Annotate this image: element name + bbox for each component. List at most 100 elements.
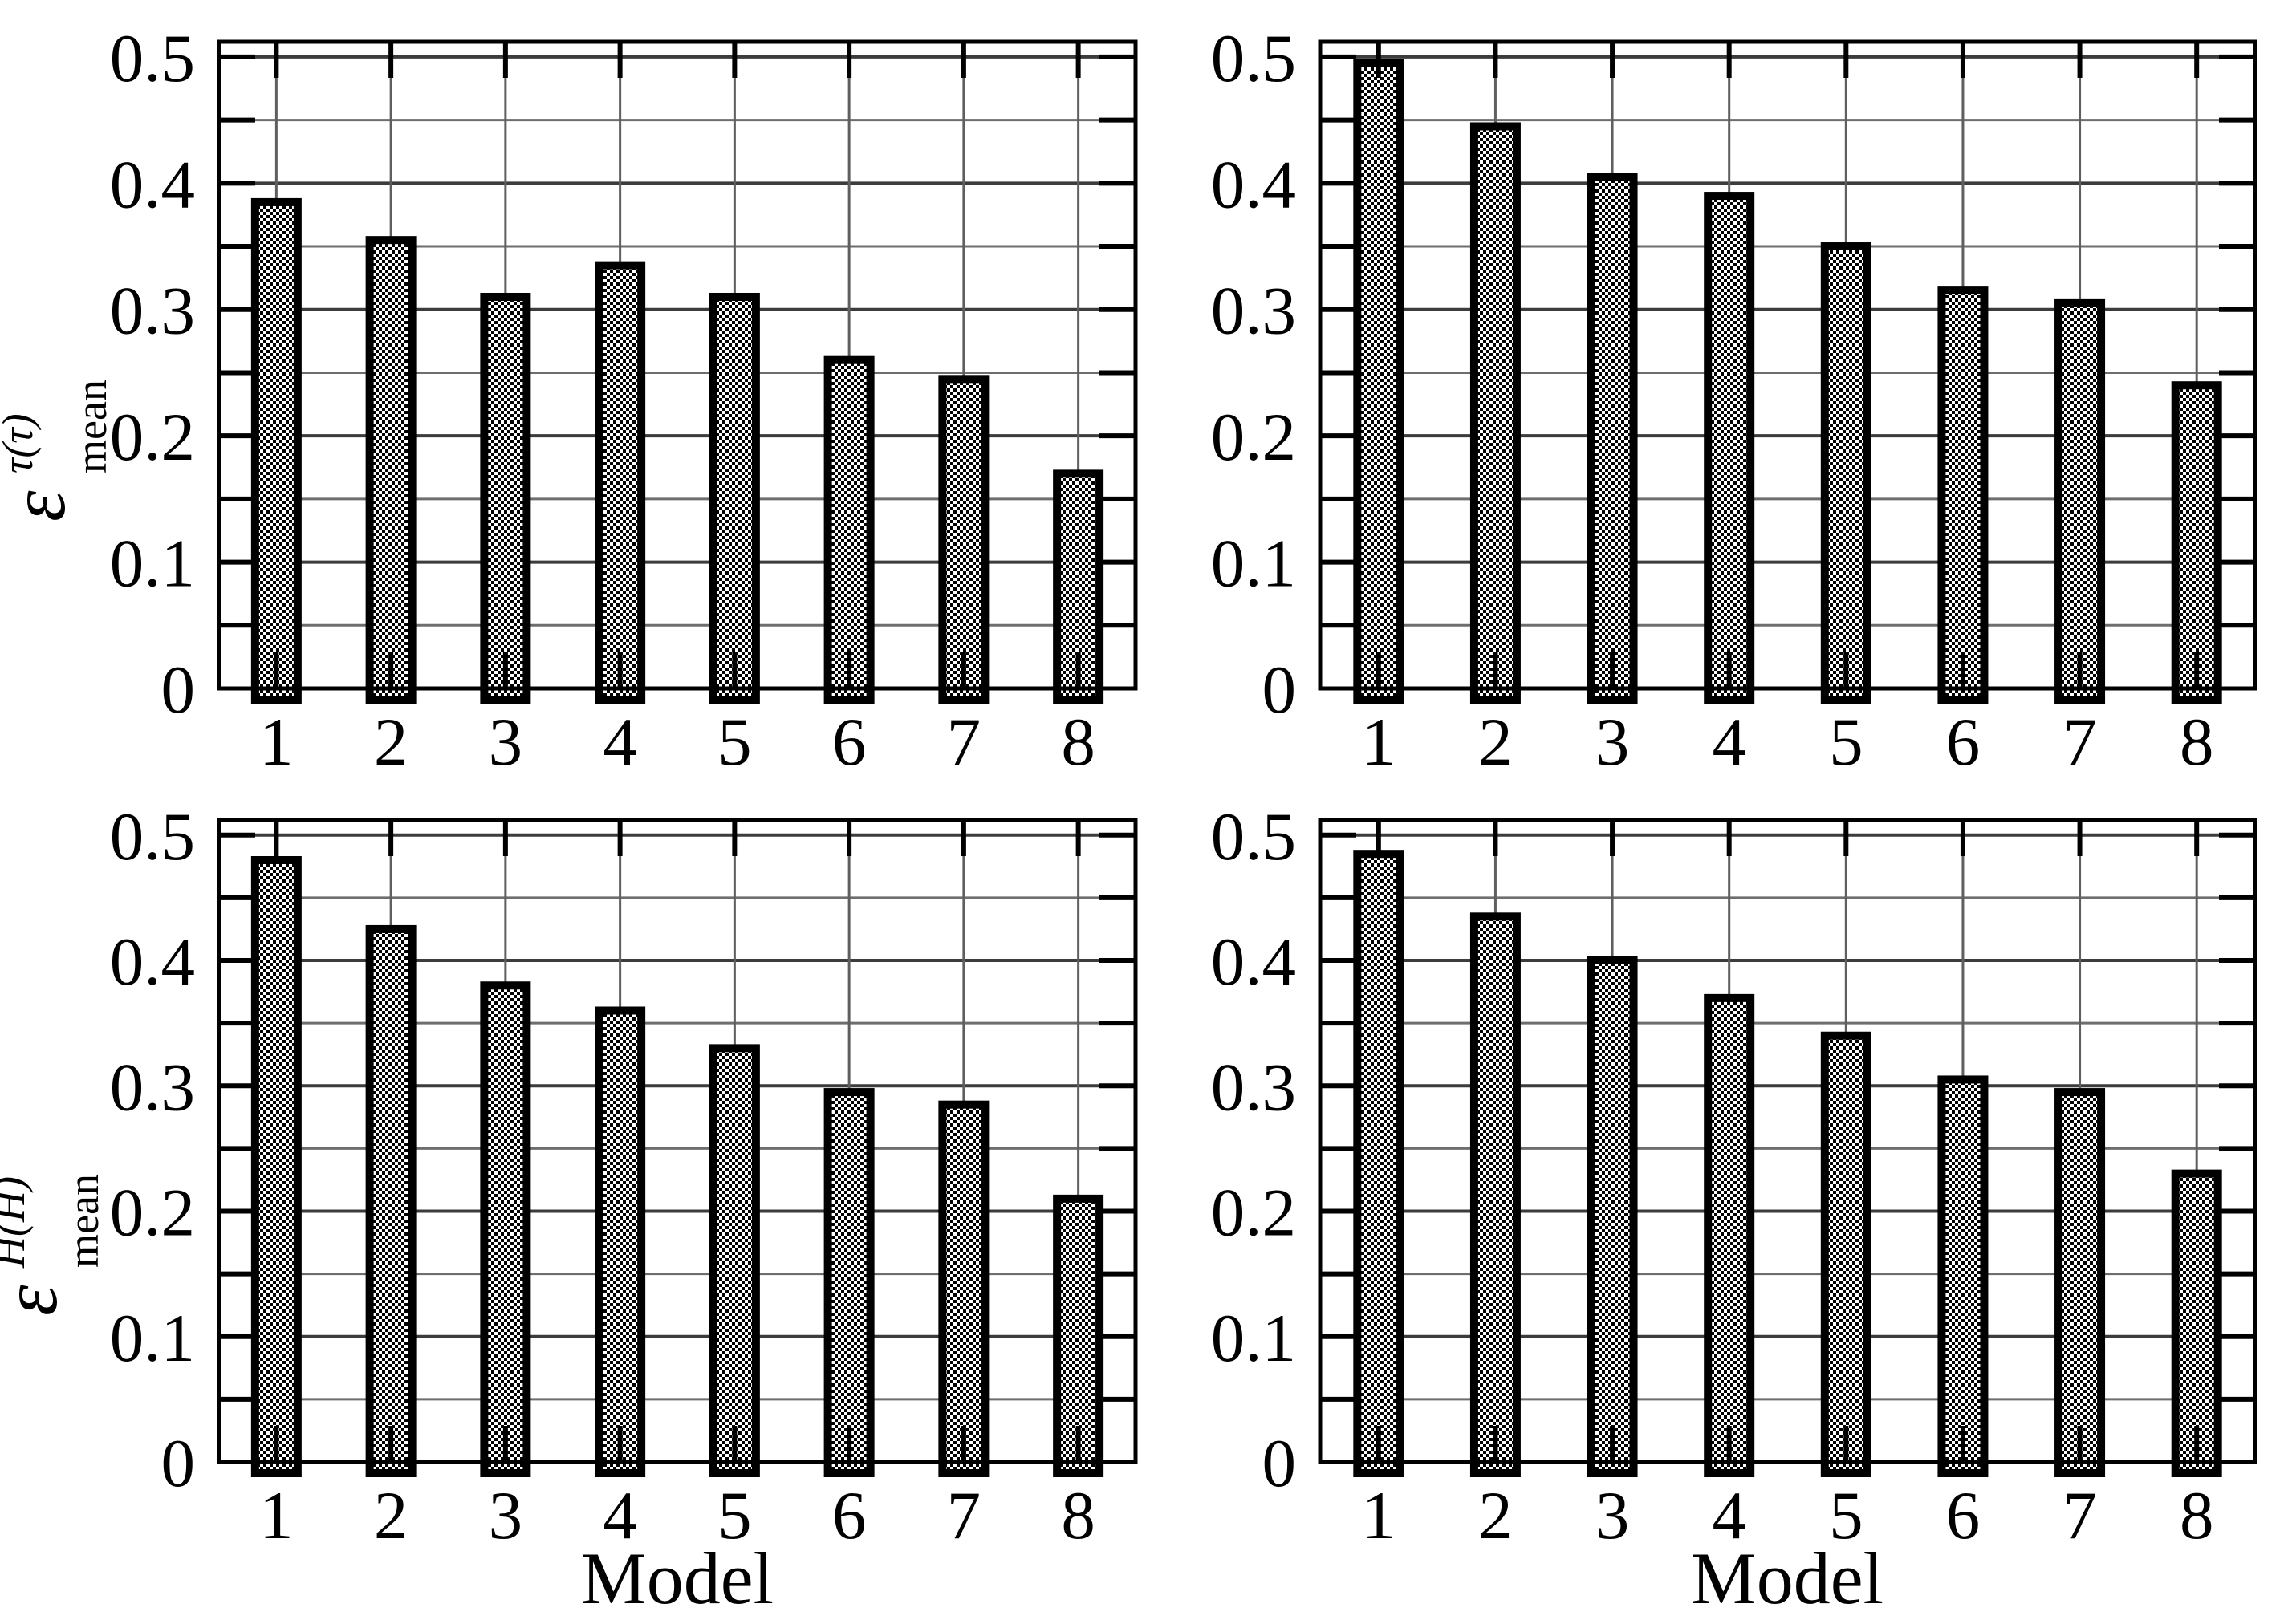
x-tick-label: 4 xyxy=(603,1478,637,1553)
epsilon-symbol: ε xyxy=(0,1285,74,1316)
x-tick-label: 4 xyxy=(603,704,637,780)
x-tick-label: 7 xyxy=(2062,1478,2097,1553)
bar-model-1 xyxy=(250,856,302,1477)
bar-model-6 xyxy=(823,1088,875,1477)
y-tick-label: 0.4 xyxy=(1211,924,1296,1000)
chart-bottom-right: 0 0.1 0.2 0.3 0.4 0.5 1 2 3 4 5 6 7 8 Model xyxy=(1211,799,2257,1619)
bar-model-1 xyxy=(250,197,302,704)
x-tick-label: 6 xyxy=(832,704,867,780)
x-tick-label: 8 xyxy=(1061,1478,1095,1553)
plot-area: 0 0.1 0.2 0.3 0.4 0.5 1 2 3 4 5 6 7 8 xyxy=(1211,21,2257,780)
x-tick-label: 5 xyxy=(1829,1478,1863,1553)
bar-model-2 xyxy=(365,236,417,704)
plot-frame xyxy=(217,39,1138,691)
y-tick-label: 0.3 xyxy=(110,274,195,349)
bar-model-8 xyxy=(2171,1169,2222,1477)
bar-model-7 xyxy=(938,375,990,704)
bar-model-6 xyxy=(1937,1075,1989,1477)
y-tick-label: 0.4 xyxy=(110,147,195,222)
y-axis-label: ε τ(τ) mean xyxy=(0,380,116,522)
y-tick-label: 0.1 xyxy=(1211,526,1296,602)
x-tick-label: 7 xyxy=(2062,704,2097,780)
chart-bottom-left: 0 0.1 0.2 0.3 0.4 0.5 1 2 3 4 5 6 7 8 ε H(H) mean Mod… xyxy=(0,799,1138,1619)
bar-model-2 xyxy=(365,924,417,1477)
x-tick-label: 5 xyxy=(717,1478,752,1553)
bar-model-7 xyxy=(938,1100,990,1477)
y-tick-label: 0.2 xyxy=(1211,400,1296,475)
x-tick-label: 6 xyxy=(832,1478,867,1553)
bar-model-4 xyxy=(595,1006,646,1477)
y-tick-label: 0.5 xyxy=(1211,21,1296,96)
y-tick-label: 0.2 xyxy=(110,400,195,475)
bar-model-8 xyxy=(2171,381,2222,704)
bar-model-7 xyxy=(2054,298,2106,704)
y-tick-label: 0.1 xyxy=(1211,1301,1296,1376)
epsilon-subscript: mean xyxy=(67,380,116,473)
bar-model-4 xyxy=(1704,993,1755,1477)
bar-model-3 xyxy=(480,981,531,1477)
bar-model-2 xyxy=(1469,122,1521,704)
x-tick-label: 3 xyxy=(489,704,523,780)
bar-model-5 xyxy=(1820,1031,1871,1477)
plot-frame xyxy=(217,818,1138,1464)
x-tick-label: 4 xyxy=(1712,1478,1746,1553)
y-tick-label: 0.4 xyxy=(110,924,195,1000)
y-tick-label: 0.1 xyxy=(110,1301,195,1376)
x-tick-label: 2 xyxy=(374,1478,408,1553)
x-tick-label: 3 xyxy=(1595,704,1630,780)
bar-model-8 xyxy=(1053,469,1104,704)
y-tick-label: 0.3 xyxy=(110,1050,195,1125)
y-tick-label: 0.2 xyxy=(110,1175,195,1251)
bar-model-5 xyxy=(709,1044,760,1477)
y-tick-label: 0 xyxy=(161,1426,196,1501)
y-tick-label: 0.4 xyxy=(1211,147,1296,222)
bar-model-4 xyxy=(1704,192,1755,704)
bar-model-3 xyxy=(480,292,531,704)
y-axis-label: ε H(H) mean xyxy=(0,1173,108,1316)
plot-area: 0 0.1 0.2 0.3 0.4 0.5 1 2 3 4 5 6 7 8 xyxy=(110,799,1138,1553)
x-tick-label: 8 xyxy=(1061,704,1095,780)
plot-frame xyxy=(1318,39,2257,691)
bar-model-1 xyxy=(1353,59,1404,704)
x-tick-label: 8 xyxy=(2180,1478,2214,1553)
epsilon-superscript: τ(τ) xyxy=(0,413,42,473)
epsilon-symbol: ε xyxy=(0,490,82,522)
x-tick-label: 6 xyxy=(1946,1478,1981,1553)
bar-model-3 xyxy=(1587,173,1638,704)
bar-model-6 xyxy=(1937,286,1989,704)
x-axis-label: Model xyxy=(1691,1537,1884,1619)
y-tick-label: 0.2 xyxy=(1211,1175,1296,1251)
y-tick-label: 0 xyxy=(1262,1426,1297,1501)
y-tick-label: 0.5 xyxy=(110,21,195,96)
bar-model-2 xyxy=(1469,912,1521,1477)
y-tick-label: 0.3 xyxy=(1211,274,1296,349)
x-tick-label: 6 xyxy=(1946,704,1981,780)
x-tick-label: 3 xyxy=(1595,1478,1630,1553)
y-tick-label: 0 xyxy=(161,652,196,728)
x-tick-label: 7 xyxy=(947,704,981,780)
epsilon-subscript: mean xyxy=(59,1174,108,1268)
y-tick-label: 0.5 xyxy=(1211,799,1296,875)
plot-area: 0 0.1 0.2 0.3 0.4 0.5 1 2 3 4 5 6 7 8 xyxy=(1211,799,2257,1553)
x-tick-label: 3 xyxy=(489,1478,523,1553)
x-tick-label: 5 xyxy=(1829,704,1863,780)
x-tick-label: 1 xyxy=(259,704,294,780)
y-tick-label: 0.3 xyxy=(1211,1050,1296,1125)
bar-model-7 xyxy=(2054,1088,2106,1477)
x-tick-label: 5 xyxy=(717,704,752,780)
plot-frame xyxy=(1318,818,2257,1464)
y-tick-label: 0 xyxy=(1262,652,1297,728)
x-axis-label: Model xyxy=(581,1537,774,1619)
bar-model-5 xyxy=(709,292,760,704)
x-tick-label: 2 xyxy=(374,704,408,780)
chart-top-right: 0 0.1 0.2 0.3 0.4 0.5 1 2 3 4 5 6 7 8 xyxy=(1211,21,2257,780)
x-tick-label: 1 xyxy=(1362,704,1396,780)
x-tick-label: 1 xyxy=(259,1478,294,1553)
bar-model-4 xyxy=(595,261,646,704)
y-tick-label: 0.1 xyxy=(110,526,195,602)
epsilon-superscript: H(H) xyxy=(0,1176,34,1269)
x-tick-label: 2 xyxy=(1478,1478,1513,1553)
x-tick-label: 4 xyxy=(1712,704,1746,780)
